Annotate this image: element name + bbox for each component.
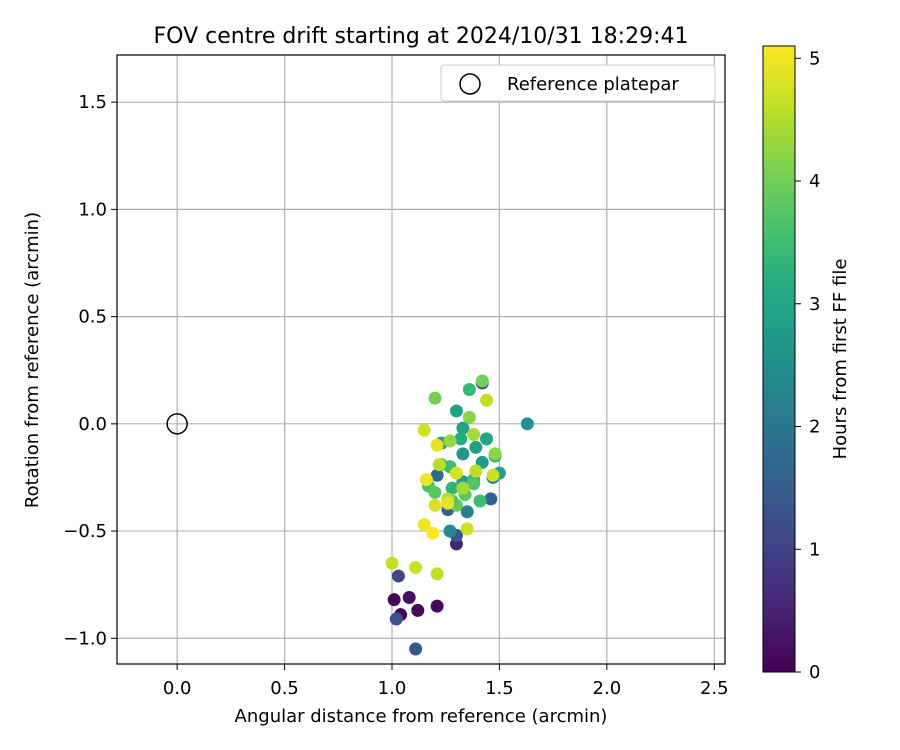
data-point [417,518,431,532]
data-point [441,496,455,510]
reference-platepar-marker [166,413,188,435]
y-tick-label: 1.5 [78,92,107,113]
x-tick-label: 0.0 [163,678,192,699]
data-point [432,458,446,472]
data-point [430,567,444,581]
legend: Reference platepar [440,64,716,102]
data-point [430,599,444,613]
x-axis-label: Angular distance from reference (arcmin) [235,706,608,727]
y-tick-label: 1.0 [78,199,107,220]
colorbar: 0 1 2 3 4 5 Hours from first FF file [762,45,851,683]
data-point [389,612,403,626]
data-point [385,556,399,570]
y-tick-label: 0.5 [78,307,107,328]
data-point [456,481,470,495]
data-point [467,428,481,442]
colorbar-label: Hours from first FF file [830,259,851,460]
data-point [462,410,476,424]
legend-label-reference: Reference platepar [507,74,679,95]
data-point [462,383,476,397]
data-point [428,391,442,405]
data-point [475,374,489,388]
data-point [411,603,425,617]
data-point [486,468,500,482]
data-point [449,466,463,480]
colorbar-gradient [762,45,796,673]
data-point [419,473,433,487]
data-point [480,432,494,446]
colorbar-tick-label: 4 [809,171,820,192]
data-point [473,494,487,508]
data-points [166,374,534,656]
plot-frame [116,54,726,665]
data-point [426,526,440,540]
data-point [428,498,442,512]
data-point [445,481,459,495]
y-tick-label: −1.0 [63,628,107,649]
data-point [467,477,481,491]
data-point [430,468,444,482]
data-point [428,485,442,499]
data-point [387,593,401,607]
data-point [449,404,463,418]
data-point [469,440,483,454]
data-point [460,505,474,519]
data-point [454,432,468,446]
data-point [402,591,416,605]
data-point [430,438,444,452]
data-point [409,642,423,656]
y-tick-label: −0.5 [63,521,107,542]
data-point [456,421,470,435]
colorbar-tick-label: 3 [809,294,820,315]
colorbar-tick-label: 5 [809,48,820,69]
x-tick-label: 1.5 [485,678,514,699]
data-point [391,569,405,583]
legend-reference-marker [459,73,481,95]
data-point [480,393,494,407]
colorbar-tick-label: 0 [809,662,820,683]
data-point [484,492,498,506]
data-point [409,561,423,575]
data-point [469,464,483,478]
y-tick-label: 0.0 [78,414,107,435]
colorbar-ticks: 0 1 2 3 4 5 [795,48,820,683]
axis-ticks: 0.0 0.5 1.0 1.5 2.0 2.5 −1.0 −0.5 0.0 0.5 1.0 1.5 [63,92,728,699]
data-point [488,447,502,461]
y-axis-label: Rotation from reference (arcmin) [22,212,43,508]
x-tick-label: 2.0 [593,678,622,699]
data-point [456,447,470,461]
colorbar-tick-label: 1 [809,539,820,560]
data-point [460,522,474,536]
data-point [417,423,431,437]
data-point [520,417,534,431]
colorbar-tick-label: 2 [809,417,820,438]
data-point [443,524,457,538]
x-tick-label: 0.5 [270,678,299,699]
x-tick-label: 2.5 [700,678,729,699]
chart-title: FOV centre drift starting at 2024/10/31 … [154,24,689,49]
data-point [443,434,457,448]
x-tick-label: 1.0 [378,678,407,699]
grid-lines [117,55,725,664]
legend-box [440,64,716,102]
